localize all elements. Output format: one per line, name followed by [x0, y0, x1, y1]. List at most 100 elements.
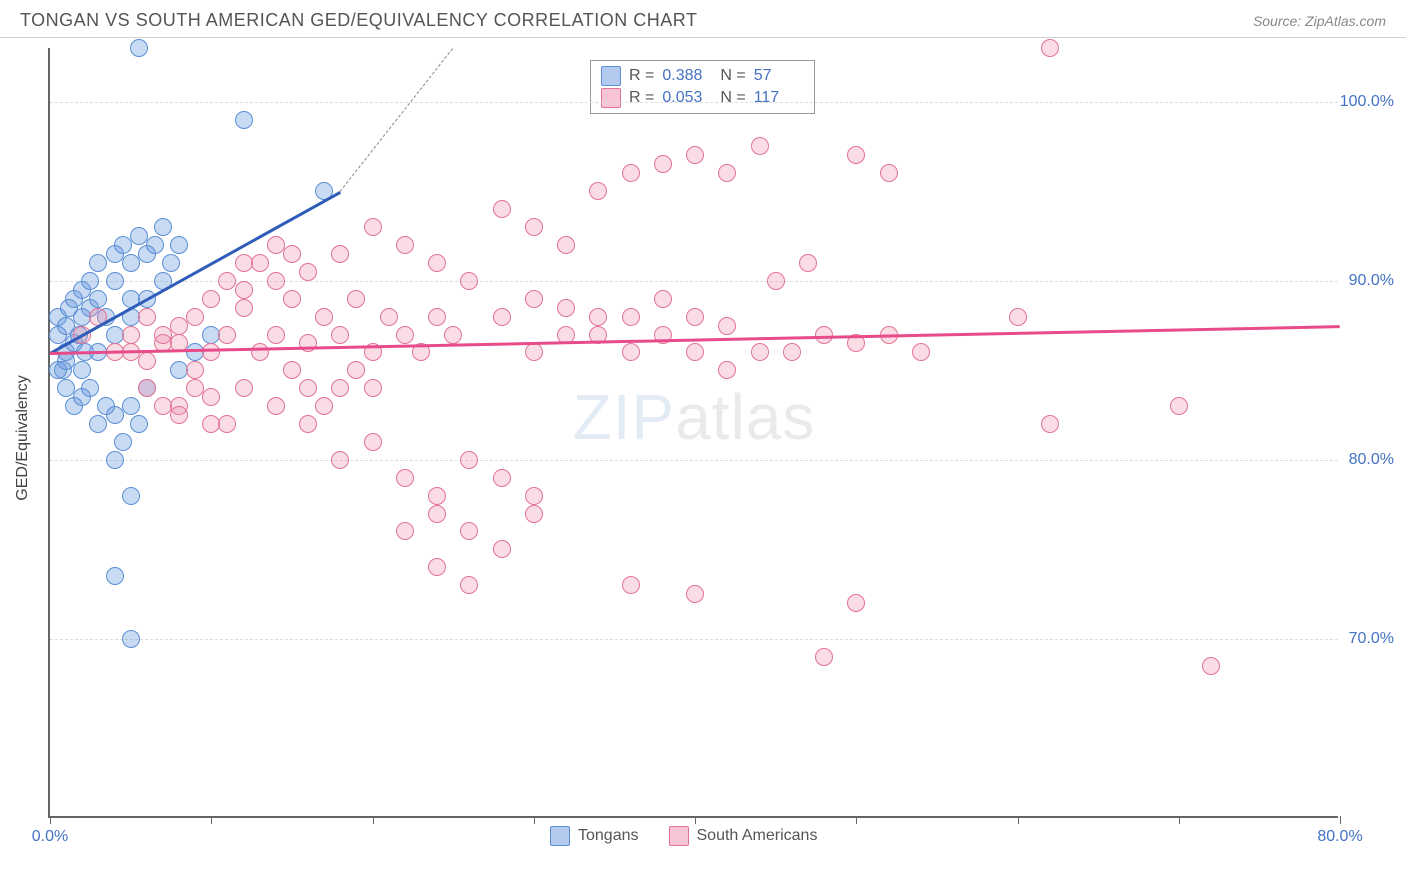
scatter-point-pink	[460, 522, 478, 540]
x-tick	[1340, 816, 1341, 824]
scatter-point-pink	[267, 326, 285, 344]
scatter-point-pink	[202, 343, 220, 361]
scatter-point-pink	[718, 164, 736, 182]
scatter-point-pink	[202, 388, 220, 406]
scatter-point-pink	[686, 343, 704, 361]
scatter-point-pink	[235, 379, 253, 397]
chart-container: GED/Equivalency ZIPatlas R = 0.388 N = 5…	[0, 38, 1406, 858]
scatter-point-blue	[89, 415, 107, 433]
gridline-h	[50, 102, 1338, 103]
legend-correlation: R = 0.388 N = 57 R = 0.053 N = 117	[590, 60, 815, 114]
scatter-point-pink	[460, 272, 478, 290]
scatter-point-pink	[315, 397, 333, 415]
scatter-point-blue	[81, 379, 99, 397]
scatter-point-pink	[428, 558, 446, 576]
scatter-point-blue	[162, 254, 180, 272]
scatter-point-blue	[170, 236, 188, 254]
scatter-point-pink	[783, 343, 801, 361]
scatter-point-pink	[767, 272, 785, 290]
y-tick-label: 70.0%	[1349, 630, 1394, 648]
scatter-point-pink	[267, 272, 285, 290]
scatter-point-blue	[106, 406, 124, 424]
scatter-point-pink	[428, 487, 446, 505]
scatter-point-pink	[493, 308, 511, 326]
chart-source: Source: ZipAtlas.com	[1253, 13, 1386, 29]
scatter-point-pink	[718, 361, 736, 379]
x-tick	[1018, 816, 1019, 824]
scatter-point-pink	[815, 648, 833, 666]
scatter-point-pink	[396, 522, 414, 540]
scatter-point-pink	[251, 343, 269, 361]
scatter-point-pink	[428, 254, 446, 272]
scatter-point-pink	[428, 505, 446, 523]
scatter-point-blue	[81, 272, 99, 290]
x-tick	[534, 816, 535, 824]
x-tick	[50, 816, 51, 824]
scatter-point-pink	[299, 379, 317, 397]
scatter-point-blue	[114, 433, 132, 451]
scatter-point-pink	[299, 334, 317, 352]
scatter-point-pink	[557, 299, 575, 317]
x-tick	[211, 816, 212, 824]
scatter-point-pink	[283, 361, 301, 379]
legend-item-south-americans: South Americans	[669, 826, 818, 846]
scatter-point-pink	[815, 326, 833, 344]
scatter-point-pink	[1202, 657, 1220, 675]
swatch-pink	[669, 826, 689, 846]
scatter-point-pink	[799, 254, 817, 272]
swatch-blue	[601, 66, 621, 86]
scatter-point-pink	[686, 585, 704, 603]
scatter-point-pink	[347, 290, 365, 308]
scatter-point-pink	[622, 343, 640, 361]
scatter-point-blue	[114, 236, 132, 254]
scatter-point-pink	[138, 352, 156, 370]
legend-row-pink: R = 0.053 N = 117	[601, 87, 804, 109]
scatter-point-pink	[444, 326, 462, 344]
scatter-point-pink	[396, 236, 414, 254]
scatter-point-pink	[428, 308, 446, 326]
scatter-point-pink	[235, 281, 253, 299]
scatter-point-blue	[122, 630, 140, 648]
scatter-point-pink	[251, 254, 269, 272]
scatter-point-pink	[364, 433, 382, 451]
legend-series: Tongans South Americans	[550, 826, 817, 846]
scatter-point-pink	[1009, 308, 1027, 326]
scatter-point-pink	[122, 326, 140, 344]
trend-line-blue-dash	[340, 48, 454, 192]
scatter-point-blue	[73, 361, 91, 379]
scatter-point-pink	[718, 317, 736, 335]
scatter-point-pink	[686, 308, 704, 326]
scatter-point-pink	[751, 343, 769, 361]
scatter-point-pink	[283, 245, 301, 263]
scatter-point-pink	[331, 245, 349, 263]
chart-title: TONGAN VS SOUTH AMERICAN GED/EQUIVALENCY…	[20, 10, 697, 31]
scatter-point-blue	[122, 487, 140, 505]
scatter-point-pink	[654, 290, 672, 308]
scatter-point-pink	[912, 343, 930, 361]
scatter-point-pink	[525, 505, 543, 523]
scatter-point-pink	[622, 308, 640, 326]
scatter-point-pink	[218, 326, 236, 344]
gridline-h	[50, 460, 1338, 461]
scatter-point-pink	[525, 290, 543, 308]
scatter-point-blue	[89, 290, 107, 308]
scatter-point-pink	[525, 218, 543, 236]
scatter-point-pink	[331, 451, 349, 469]
scatter-point-pink	[186, 308, 204, 326]
x-tick	[1179, 816, 1180, 824]
scatter-point-pink	[622, 576, 640, 594]
scatter-point-pink	[364, 218, 382, 236]
scatter-point-pink	[364, 379, 382, 397]
y-tick-label: 90.0%	[1349, 272, 1394, 290]
scatter-point-pink	[460, 576, 478, 594]
scatter-point-pink	[622, 164, 640, 182]
plot-area: ZIPatlas R = 0.388 N = 57 R = 0.053 N = …	[48, 48, 1338, 818]
scatter-point-pink	[525, 487, 543, 505]
y-tick-label: 100.0%	[1340, 93, 1394, 111]
scatter-point-pink	[589, 182, 607, 200]
scatter-point-pink	[396, 326, 414, 344]
scatter-point-pink	[847, 594, 865, 612]
scatter-point-pink	[170, 406, 188, 424]
y-tick-label: 80.0%	[1349, 451, 1394, 469]
scatter-point-pink	[557, 236, 575, 254]
